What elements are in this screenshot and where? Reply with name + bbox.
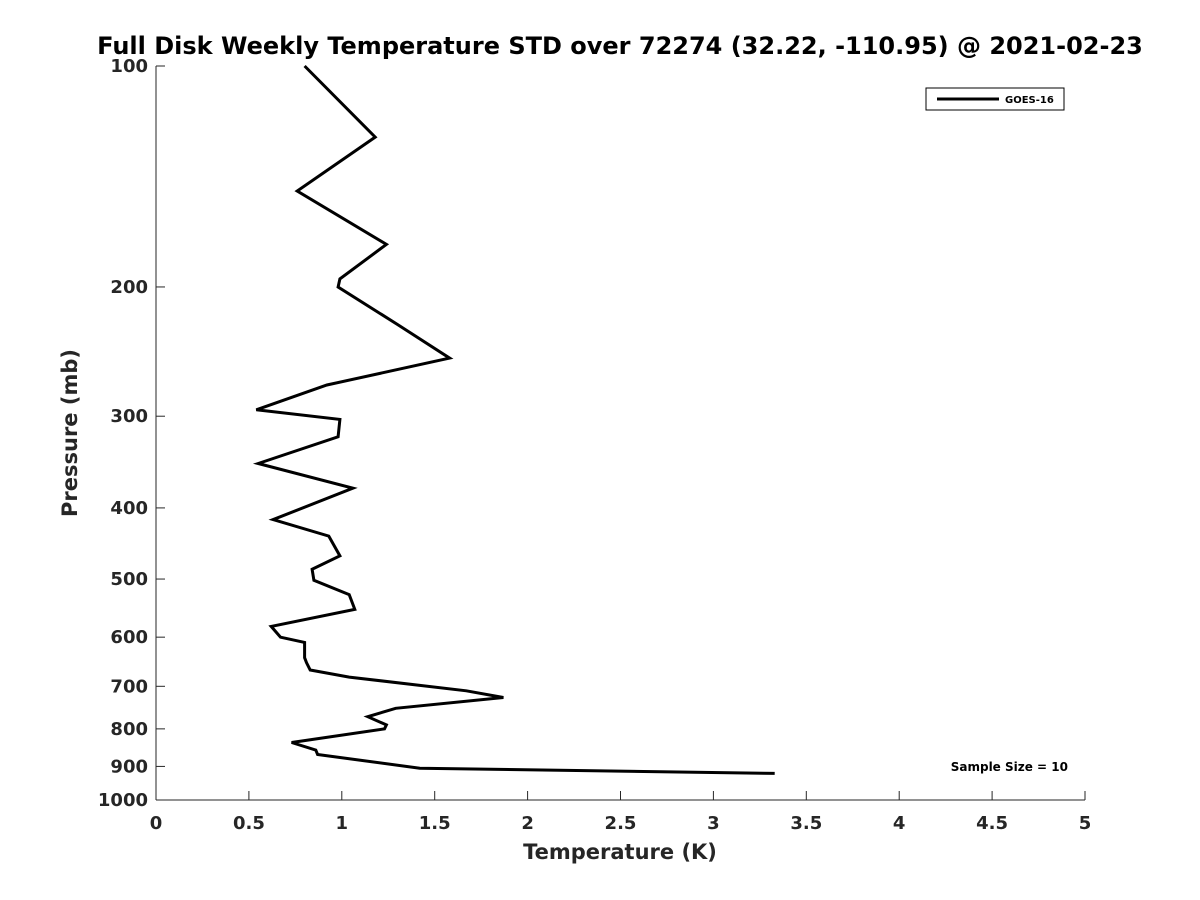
y-tick-label: 700 — [110, 676, 148, 697]
series-layer — [252, 64, 775, 775]
y-tick-label: 300 — [110, 406, 148, 427]
x-tick-label: 3 — [707, 813, 720, 834]
y-tick-label: 800 — [110, 719, 148, 740]
x-axis-ticks: 0 0.5 1 1.5 2 2.5 3 3.5 4 4.5 5 — [150, 791, 1092, 834]
y-tick-label: 500 — [110, 569, 148, 590]
x-tick-label: 4 — [893, 813, 906, 834]
x-tick-label: 5 — [1079, 813, 1092, 834]
x-tick-label: 0 — [150, 813, 163, 834]
x-tick-label: 4.5 — [976, 813, 1008, 834]
y-tick-label: 1000 — [98, 790, 148, 811]
x-tick-label: 1 — [336, 813, 349, 834]
sample-size-annotation: Sample Size = 10 — [951, 760, 1068, 774]
series-line-goes-16 — [252, 64, 775, 775]
y-axis-ticks: 100 200 300 400 500 600 700 800 900 1000 — [98, 56, 165, 811]
x-tick-label: 3.5 — [790, 813, 822, 834]
x-tick-label: 0.5 — [233, 813, 265, 834]
y-tick-label: 100 — [110, 56, 148, 77]
y-axis-label: Pressure (mb) — [58, 349, 82, 517]
legend: GOES-16 — [925, 87, 1065, 111]
x-tick-label: 2.5 — [605, 813, 637, 834]
y-tick-label: 900 — [110, 756, 148, 777]
chart-title: Full Disk Weekly Temperature STD over 72… — [97, 32, 1143, 60]
legend-label-goes-16: GOES-16 — [1005, 95, 1054, 106]
y-tick-label: 200 — [110, 277, 148, 298]
y-tick-label: 400 — [110, 498, 148, 519]
y-tick-label: 600 — [110, 627, 148, 648]
x-tick-label: 1.5 — [419, 813, 451, 834]
x-tick-label: 2 — [521, 813, 534, 834]
x-axis-label: Temperature (K) — [523, 840, 717, 864]
